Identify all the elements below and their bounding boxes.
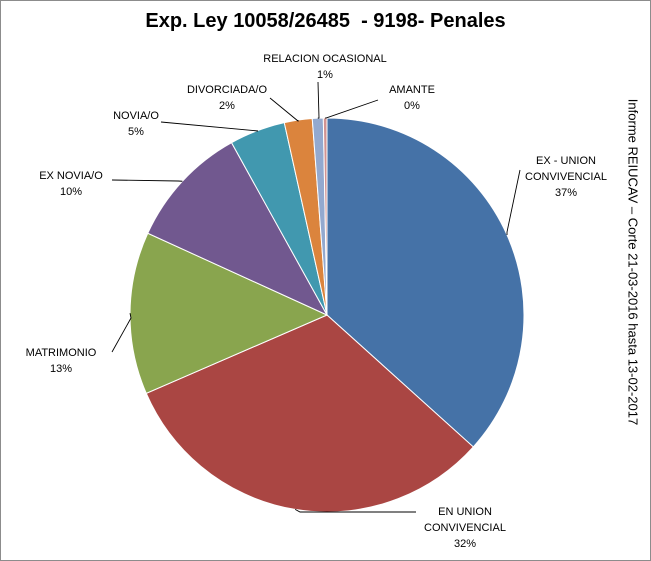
slice-name: CONVIVENCIAL [525, 171, 607, 183]
slice-name: AMANTE [389, 84, 435, 96]
leader-ex-union-convivencial [506, 169, 521, 235]
leader-en-union-convivencial [294, 509, 416, 513]
label-novia-o: NOVIA/O 5% [113, 110, 159, 138]
slice-name: MATRIMONIO [26, 347, 97, 359]
label-ex-novia-o: EX NOVIA/O 10% [39, 170, 103, 198]
slice-labels: EX - UNION CONVIVENCIAL 37% EN UNION CONVIVE… [26, 53, 607, 550]
label-matrimonio: MATRIMONIO 13% [26, 347, 97, 375]
slice-name: CONVIVENCIAL [424, 522, 506, 534]
label-amante: AMANTE 0% [389, 84, 435, 112]
label-en-union-convivencial: EN UNION CONVIVENCIAL 32% [424, 506, 506, 550]
label-divorciada-o: DIVORCIADA/O 2% [187, 84, 268, 112]
label-relacion-ocasional: RELACION OCASIONAL 1% [263, 53, 386, 81]
slice-name: EX - UNION [536, 155, 596, 167]
leader-amante [325, 99, 379, 119]
leader-novia-o [160, 121, 259, 132]
leader-ex-novia-o [111, 179, 183, 182]
slice-name: EX NOVIA/O [39, 170, 103, 182]
slice-name: DIVORCIADA/O [187, 84, 268, 96]
label-ex-union-convivencial: EX - UNION CONVIVENCIAL 37% [525, 155, 607, 199]
slice-percent: 0% [404, 100, 420, 112]
slice-name: EN UNION [438, 506, 492, 518]
slice-name: NOVIA/O [113, 110, 159, 122]
slice-percent: 2% [219, 100, 235, 112]
leader-lines [111, 81, 521, 513]
slice-percent: 32% [454, 538, 476, 550]
chart-title: Exp. Ley 10058/26485 - 9198- Penales [145, 10, 506, 32]
slice-percent: 1% [317, 69, 333, 81]
leader-relacion-ocasional [317, 81, 320, 119]
slice-percent: 10% [60, 186, 82, 198]
slice-ex-novia-o [147, 141, 329, 317]
leader-divorciada-o [269, 97, 299, 122]
slice-percent: 5% [128, 126, 144, 138]
slice-name: RELACION OCASIONAL [263, 53, 386, 65]
pie-slices [129, 117, 525, 513]
slice-percent: 37% [555, 187, 577, 199]
leader-matrimonio [111, 313, 132, 353]
slice-ex-union-convivencial [326, 117, 525, 448]
slice-percent: 13% [50, 363, 72, 375]
